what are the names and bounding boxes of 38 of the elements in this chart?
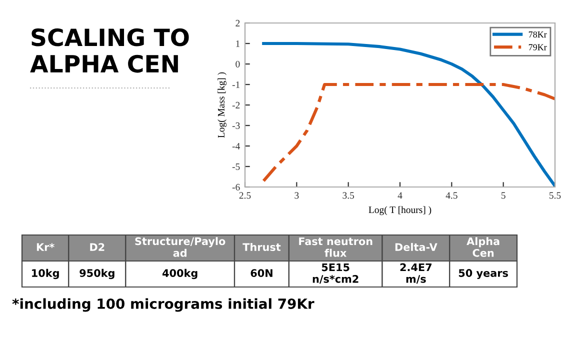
text: 60N	[250, 269, 272, 278]
y-tick-label: -3	[232, 122, 240, 129]
y-tick-label: -5	[232, 164, 240, 170]
y-tick-label: -4	[232, 142, 240, 150]
x-tick-label: 3	[294, 192, 299, 199]
y-tick-label: -6	[232, 184, 240, 190]
text: 5E15 n/s*cm2	[312, 263, 358, 284]
legend-label: 78Kr	[528, 31, 547, 38]
category-label: Fast neutron flux	[299, 237, 372, 257]
y-tick-label: 0	[236, 60, 240, 68]
x-tick-label: 2.5	[239, 192, 251, 199]
text: *including 100 micrograms initial 79Kr	[12, 298, 314, 312]
category-label: Thrust	[242, 242, 281, 252]
text: 400kg	[162, 268, 198, 280]
x-tick-label: 5.5	[549, 192, 561, 199]
x-tick-label: 4.5	[446, 192, 458, 199]
y-tick-label: -1	[232, 81, 240, 88]
x-tick-label: 3.5	[342, 192, 354, 199]
category-label: Kr*	[36, 243, 54, 251]
text: 50 years	[458, 269, 508, 280]
x-axis-title: Log( T [hours] )	[368, 206, 432, 216]
legend-label: 79Kr	[528, 44, 547, 50]
x-tick-label: 5	[501, 192, 506, 199]
category-label: Structure/Paylo ad	[135, 237, 226, 257]
category-label: Delta-V	[395, 242, 438, 252]
y-tick-label: -2	[232, 102, 240, 108]
text: 950kg	[80, 268, 114, 280]
text: 10kg	[32, 268, 59, 280]
category-label: D2	[90, 243, 104, 251]
y-tick-label: 1	[236, 40, 240, 47]
category-label: Alpha Cen	[466, 237, 500, 257]
y-axis-title: Log( Mass [kg] )	[218, 72, 226, 138]
x-tick-label: 4	[398, 192, 402, 199]
text: SCALING TO ALPHA CEN	[30, 28, 189, 73]
line-series	[262, 42, 555, 187]
text: 2.4E7 m/s	[400, 263, 432, 284]
y-tick-label: 2	[236, 20, 240, 26]
line-series	[262, 82, 555, 182]
